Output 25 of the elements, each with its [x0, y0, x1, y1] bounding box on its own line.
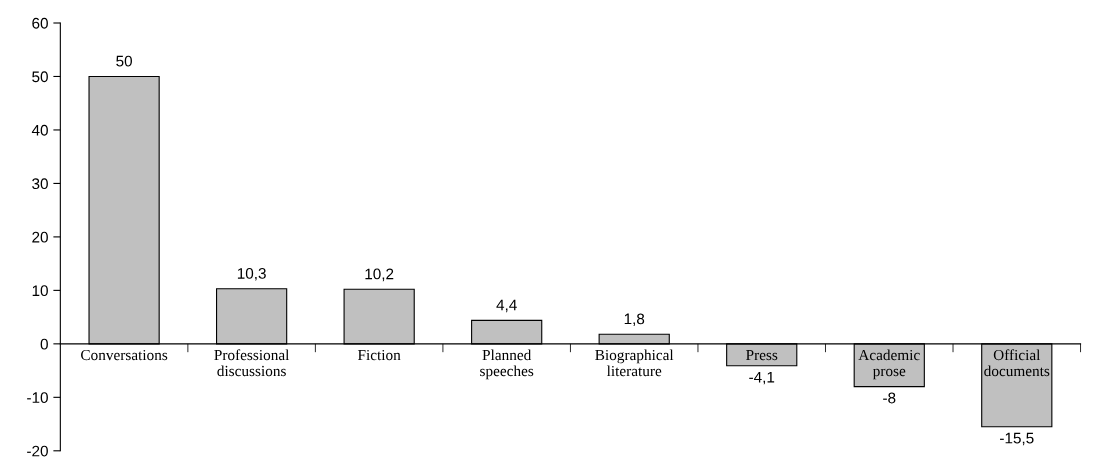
x-tick-label: Conversations — [81, 349, 168, 361]
y-tick-label: 40 — [31, 124, 48, 136]
y-tick-label: 30 — [32, 178, 48, 190]
data-label: 10,3 — [237, 267, 266, 281]
y-tick-label: -10 — [27, 392, 48, 404]
data-label: 4,4 — [496, 299, 517, 313]
data-label: -4,1 — [749, 371, 775, 385]
data-label: 1,8 — [624, 313, 645, 327]
data-label: -8 — [883, 392, 896, 404]
y-tick-label: 0 — [40, 338, 48, 350]
data-label: -15,5 — [1000, 432, 1034, 446]
x-tick-label: Professional discussions — [214, 349, 290, 377]
x-tick-label: Planned speeches — [480, 349, 534, 380]
x-tick-label: Academic prose — [858, 349, 920, 380]
y-tick-label: 20 — [32, 231, 48, 243]
y-tick-label: 10 — [32, 285, 48, 297]
y-tick-label: 50 — [32, 71, 48, 83]
x-tick-label: Fiction — [357, 349, 401, 361]
y-tick-label: 60 — [32, 17, 48, 29]
x-tick-label: Biographical literature — [595, 349, 674, 377]
x-tick-label: Official documents — [984, 349, 1050, 377]
x-tick-label: Press — [746, 350, 778, 361]
y-tick-label: -20 — [27, 445, 48, 457]
data-label: 50 — [116, 55, 132, 67]
data-label: 10,2 — [365, 268, 394, 282]
